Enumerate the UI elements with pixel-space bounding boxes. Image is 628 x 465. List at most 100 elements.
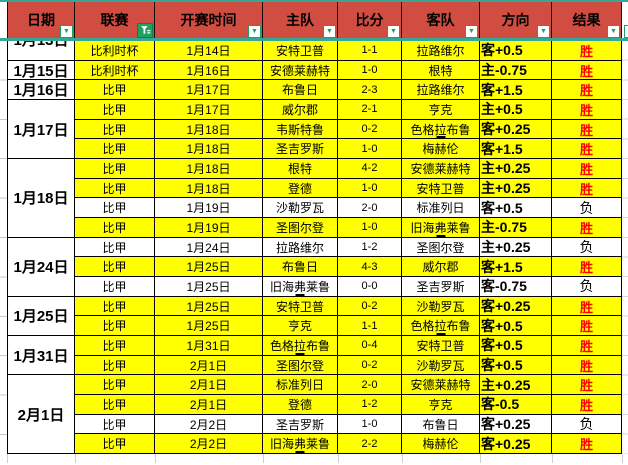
cell-kickoff-time[interactable]: 1月18日 [155, 119, 263, 140]
cell-league[interactable]: 比甲 [75, 277, 155, 297]
cell-away-team[interactable]: 安德莱赫特 [402, 159, 480, 179]
cell-away-team[interactable]: 梅赫伦 [402, 139, 480, 160]
cell-league[interactable]: 比甲 [75, 414, 155, 435]
cell-away-team[interactable]: 梅赫伦 [402, 434, 480, 455]
cell-score[interactable]: 1-2 [338, 395, 402, 415]
cell-score[interactable]: 1-2 [338, 237, 402, 258]
cell-home-team[interactable]: 安特卫普 [263, 41, 338, 61]
header-time[interactable]: 开赛时间 ▼ [155, 2, 263, 38]
cell-kickoff-time[interactable]: 1月17日 [155, 100, 263, 120]
cell-result[interactable]: 负 [552, 414, 622, 435]
cell-away-team[interactable]: 色格拉布鲁 [402, 316, 480, 337]
cell-kickoff-time[interactable]: 1月25日 [155, 257, 263, 278]
cell-result[interactable]: 胜 [552, 336, 622, 356]
cell-kickoff-time[interactable]: 1月25日 [155, 296, 263, 317]
cell-score[interactable]: 0-2 [338, 296, 402, 317]
cell-result[interactable]: 胜 [552, 60, 622, 81]
cell-home-team[interactable]: 安德莱赫特 [263, 60, 338, 81]
cell-direction[interactable]: 客+0.5 [480, 336, 552, 356]
cell-result[interactable]: 胜 [552, 139, 622, 160]
header-direction[interactable]: 方向 ▼ [480, 2, 552, 38]
cell-result[interactable]: 胜 [552, 119, 622, 140]
cell-away-team[interactable]: 旧海弗莱鲁 [402, 218, 480, 238]
cell-kickoff-time[interactable]: 1月16日 [155, 60, 263, 81]
cell-league[interactable]: 比甲 [75, 296, 155, 317]
cell-kickoff-time[interactable]: 1月19日 [155, 218, 263, 238]
cell-home-team[interactable]: 韦斯特鲁 [263, 119, 338, 140]
cell-score[interactable]: 1-0 [338, 139, 402, 160]
date-cell[interactable]: 1月18日 [7, 159, 75, 238]
cell-league[interactable]: 比甲 [75, 159, 155, 179]
cell-score[interactable]: 2-1 [338, 100, 402, 120]
header-league[interactable]: 联赛 [75, 2, 155, 38]
cell-score[interactable]: 1-0 [338, 218, 402, 238]
cell-league[interactable]: 比甲 [75, 139, 155, 160]
header-away[interactable]: 客队 ▼ [402, 2, 480, 38]
cell-direction[interactable]: 客+1.5 [480, 257, 552, 278]
filter-applied-icon[interactable] [137, 23, 153, 38]
cell-direction[interactable]: 客+0.25 [480, 414, 552, 435]
filter-dropdown-icon[interactable]: ▼ [624, 25, 628, 38]
cell-result[interactable]: 胜 [552, 41, 622, 61]
cell-result[interactable]: 胜 [552, 355, 622, 376]
cell-away-team[interactable]: 布鲁日 [402, 414, 480, 435]
cell-score[interactable]: 2-3 [338, 80, 402, 101]
cell-score[interactable]: 4-2 [338, 159, 402, 179]
cell-league[interactable]: 比利时杯 [75, 41, 155, 61]
cell-result[interactable]: 胜 [552, 316, 622, 337]
filter-dropdown-icon[interactable]: ▼ [607, 25, 620, 38]
cell-direction[interactable]: 客+1.5 [480, 139, 552, 160]
cell-score[interactable]: 4-3 [338, 257, 402, 278]
header-result[interactable]: 结果 ▼ [552, 2, 622, 38]
cell-result[interactable]: 负 [552, 277, 622, 297]
cell-kickoff-time[interactable]: 1月24日 [155, 237, 263, 258]
cell-score[interactable]: 0-4 [338, 336, 402, 356]
cell-direction[interactable]: 主+0.25 [480, 178, 552, 199]
cell-home-team[interactable]: 登德 [263, 178, 338, 199]
cell-home-team[interactable]: 圣图尔登 [263, 218, 338, 238]
cell-away-team[interactable]: 安特卫普 [402, 336, 480, 356]
cell-home-team[interactable]: 亨克 [263, 316, 338, 337]
filter-dropdown-icon[interactable]: ▼ [465, 25, 478, 38]
cell-direction[interactable]: 客+0.5 [480, 198, 552, 219]
cell-kickoff-time[interactable]: 1月18日 [155, 178, 263, 199]
date-cell[interactable]: 1月24日 [7, 237, 75, 297]
cell-home-team[interactable]: 圣吉罗斯 [263, 414, 338, 435]
cell-direction[interactable]: 客+0.5 [480, 41, 552, 61]
cell-direction[interactable]: 主+0.25 [480, 159, 552, 179]
cell-result[interactable]: 胜 [552, 395, 622, 415]
cell-result[interactable]: 负 [552, 198, 622, 219]
cell-result[interactable]: 胜 [552, 375, 622, 396]
cell-score[interactable]: 1-0 [338, 60, 402, 81]
cell-direction[interactable]: 主-0.75 [480, 218, 552, 238]
cell-away-team[interactable]: 威尔郡 [402, 257, 480, 278]
cell-away-team[interactable]: 安特卫普 [402, 178, 480, 199]
cell-score[interactable]: 1-1 [338, 41, 402, 61]
cell-result[interactable]: 胜 [552, 100, 622, 120]
cell-score[interactable]: 1-0 [338, 414, 402, 435]
date-cell[interactable]: 1月31日 [7, 336, 75, 376]
date-cell[interactable]: 1月16日 [7, 80, 75, 101]
cell-kickoff-time[interactable]: 1月25日 [155, 277, 263, 297]
cell-home-team[interactable]: 沙勒罗瓦 [263, 198, 338, 219]
cell-home-team[interactable]: 安特卫普 [263, 296, 338, 317]
cell-home-team[interactable]: 圣图尔登 [263, 355, 338, 376]
filter-dropdown-icon[interactable]: ▼ [60, 25, 73, 38]
cell-result[interactable]: 胜 [552, 257, 622, 278]
cell-kickoff-time[interactable]: 1月31日 [155, 336, 263, 356]
cell-away-team[interactable]: 圣图尔登 [402, 237, 480, 258]
cell-away-team[interactable]: 根特 [402, 60, 480, 81]
filter-dropdown-icon[interactable]: ▼ [537, 25, 550, 38]
cell-direction[interactable]: 主+0.5 [480, 100, 552, 120]
cell-direction[interactable]: 客+0.25 [480, 434, 552, 455]
cell-away-team[interactable]: 沙勒罗瓦 [402, 296, 480, 317]
cell-result[interactable]: 胜 [552, 178, 622, 199]
cell-away-team[interactable]: 圣吉罗斯 [402, 277, 480, 297]
cell-league[interactable]: 比甲 [75, 355, 155, 376]
cell-home-team[interactable]: 旧海弗莱鲁 [263, 434, 338, 455]
cell-kickoff-time[interactable]: 1月25日 [155, 316, 263, 337]
cell-league[interactable]: 比甲 [75, 336, 155, 356]
cell-kickoff-time[interactable]: 2月1日 [155, 355, 263, 376]
cell-league[interactable]: 比甲 [75, 218, 155, 238]
cell-home-team[interactable]: 圣吉罗斯 [263, 139, 338, 160]
